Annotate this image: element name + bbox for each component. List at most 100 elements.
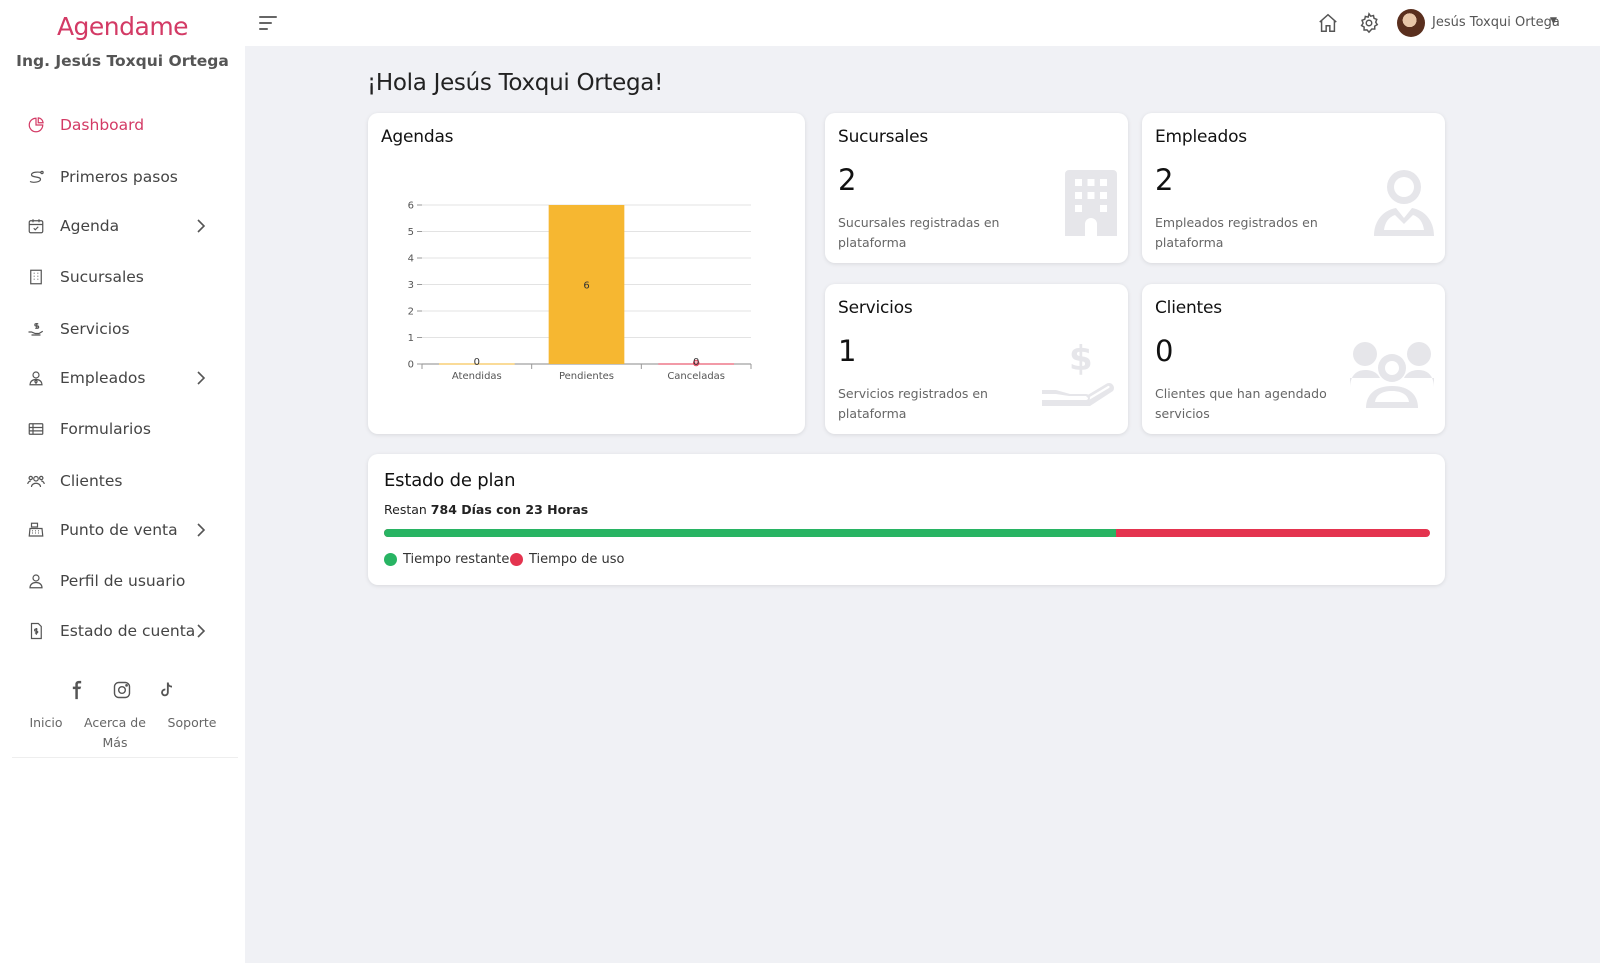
employee-icon xyxy=(1374,170,1434,240)
stat-card-sucursales[interactable]: Sucursales 2 Sucursales registradas en p… xyxy=(825,113,1128,263)
y-tick-label: 3 xyxy=(408,280,414,291)
y-tick-label: 4 xyxy=(408,254,414,265)
building-icon xyxy=(26,267,46,287)
bar-marker xyxy=(692,359,700,367)
sidebar-item-formularios[interactable]: Formularios xyxy=(26,414,216,444)
sidebar-item-label: Punto de venta xyxy=(60,521,178,539)
users-icon xyxy=(1350,340,1434,412)
sidebar-item-label: Servicios xyxy=(60,320,130,338)
user-icon xyxy=(26,571,46,591)
sidebar-item-label: Agenda xyxy=(60,217,120,235)
hand-dollar-icon xyxy=(26,319,46,339)
y-tick-label: 0 xyxy=(408,360,414,371)
sidebar-item-perfil-de-usuario[interactable]: Perfil de usuario xyxy=(26,566,216,596)
gear-icon[interactable] xyxy=(1356,10,1382,36)
stat-card-clientes[interactable]: Clientes 0 Clientes que han agendado ser… xyxy=(1142,284,1445,434)
plan-title: Estado de plan xyxy=(384,470,516,491)
data-label: 6 xyxy=(583,281,589,292)
legend-label: Tiempo restante xyxy=(403,552,510,567)
footer-link-inicio[interactable]: Inicio xyxy=(29,715,63,730)
sidebar-item-label: Estado de cuenta xyxy=(60,622,196,640)
chevron-right-icon xyxy=(196,623,206,639)
sidebar-item-servicios[interactable]: Servicios xyxy=(26,314,216,344)
stat-card-servicios[interactable]: Servicios 1 Servicios registrados en pla… xyxy=(825,284,1128,434)
sidebar-item-dashboard[interactable]: Dashboard xyxy=(26,110,216,140)
legend-dot xyxy=(510,553,523,566)
x-tick-label: Atendidas xyxy=(452,371,502,382)
stat-value: 2 xyxy=(838,163,857,197)
sidebar-item-label: Perfil de usuario xyxy=(60,572,186,590)
sidebar-item-agenda[interactable]: Agenda xyxy=(26,211,216,241)
sidebar-item-clientes[interactable]: Clientes xyxy=(26,466,216,496)
footer-link-soporte[interactable]: Soporte xyxy=(167,715,217,730)
sidebar: Agendame Ing. Jesús Toxqui Ortega Dashbo… xyxy=(0,0,245,963)
chevron-right-icon xyxy=(196,370,206,386)
plan-remaining-value: 784 Días con 23 Horas xyxy=(430,502,589,517)
y-tick-label: 6 xyxy=(408,201,414,212)
sidebar-item-label: Clientes xyxy=(60,472,123,490)
legend-item-uso[interactable]: Tiempo de uso xyxy=(510,552,625,567)
stat-title: Empleados xyxy=(1155,127,1247,147)
sidebar-item-primeros-pasos[interactable]: Primeros pasos xyxy=(26,162,216,192)
y-tick-label: 5 xyxy=(408,227,414,238)
chevron-down-icon[interactable]: ▼ xyxy=(1550,16,1557,26)
plan-remaining-prefix: Restan xyxy=(384,502,427,517)
data-label: 0 xyxy=(474,357,480,368)
x-tick-label: Pendientes xyxy=(559,371,614,382)
path-icon xyxy=(26,167,46,187)
home-icon[interactable] xyxy=(1315,10,1341,36)
stat-description: Clientes que han agendado servicios xyxy=(1155,386,1327,421)
legend-label: Tiempo de uso xyxy=(529,552,625,567)
stat-value: 1 xyxy=(838,334,857,368)
sidebar-item-estado-de-cuenta[interactable]: Estado de cuenta xyxy=(26,616,216,646)
sidebar-item-label: Primeros pasos xyxy=(60,168,178,186)
agendas-card: Agendas 0 1 2 3 4 5 6 0 Atendidas 6 Pendientes 0 Can… xyxy=(368,113,805,434)
topbar: Jesús Toxqui Ortega ▼ xyxy=(245,0,1600,46)
bar xyxy=(438,363,515,365)
legend-item-restante[interactable]: Tiempo restante xyxy=(384,552,509,567)
avatar[interactable] xyxy=(1397,9,1425,37)
sidebar-divider xyxy=(12,757,238,758)
agendas-bar-chart: 0 1 2 3 4 5 6 0 Atendidas 6 Pendientes 0 Canceladas xyxy=(408,201,752,382)
bar xyxy=(658,363,735,365)
users-icon xyxy=(26,471,46,491)
stat-card-empleados[interactable]: Empleados 2 Empleados registrados en pla… xyxy=(1142,113,1445,263)
legend-dot xyxy=(384,553,397,566)
facebook-icon[interactable] xyxy=(65,678,89,702)
cash-register-icon xyxy=(26,520,46,540)
sidebar-item-punto-de-venta[interactable]: Punto de venta xyxy=(26,515,216,545)
chevron-right-icon xyxy=(196,218,206,234)
sidebar-item-sucursales[interactable]: Sucursales xyxy=(26,262,216,292)
stat-description: Empleados registrados en plataforma xyxy=(1155,215,1318,250)
plan-progress-fill xyxy=(384,529,1117,537)
stat-value: 2 xyxy=(1155,163,1174,197)
bar xyxy=(548,205,625,364)
chevron-right-icon xyxy=(196,522,206,538)
y-tick-label: 2 xyxy=(408,307,414,318)
tiktok-icon[interactable] xyxy=(155,678,179,702)
y-tick-label: 1 xyxy=(408,333,414,344)
plan-progress-bar xyxy=(384,529,1430,537)
plan-remaining-text: Restan 784 Días con 23 Horas xyxy=(384,502,588,517)
stat-value: 0 xyxy=(1155,334,1174,368)
brand-logo[interactable]: Agendame xyxy=(56,12,189,41)
table-icon xyxy=(26,419,46,439)
calendar-check-icon xyxy=(26,216,46,236)
sidebar-item-empleados[interactable]: Empleados xyxy=(26,363,216,393)
stat-title: Servicios xyxy=(838,298,913,318)
svg-text:$: $ xyxy=(1069,340,1093,379)
sidebar-item-label: Sucursales xyxy=(60,268,144,286)
pie-chart-icon xyxy=(26,115,46,135)
page-title: ¡Hola Jesús Toxqui Ortega! xyxy=(367,70,664,96)
menu-toggle-icon[interactable] xyxy=(259,14,279,32)
plan-status-card: Estado de plan Restan 784 Días con 23 Ho… xyxy=(368,454,1445,585)
stat-title: Sucursales xyxy=(838,127,928,147)
sidebar-item-label: Formularios xyxy=(60,420,151,438)
stat-description: Sucursales registradas en plataforma xyxy=(838,215,1000,250)
instagram-icon[interactable] xyxy=(110,678,134,702)
stat-description: Servicios registrados en plataforma xyxy=(838,386,988,421)
building-icon xyxy=(1065,170,1117,240)
user-menu-name[interactable]: Jesús Toxqui Ortega xyxy=(1432,15,1560,30)
sidebar-item-label: Dashboard xyxy=(60,116,145,134)
footer-link-acerca[interactable]: Acerca de Más xyxy=(84,715,146,750)
